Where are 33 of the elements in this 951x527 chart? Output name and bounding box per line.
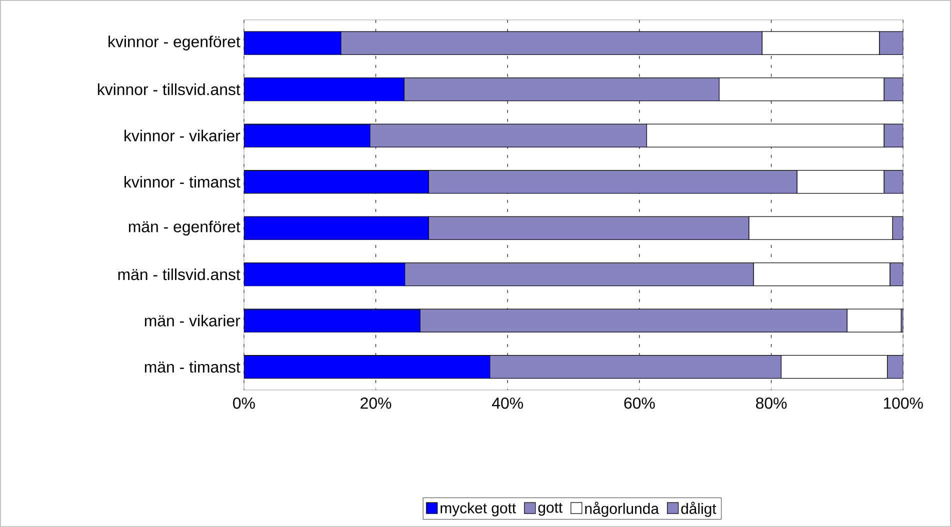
y-tick-label: kvinnor - egenföret: [108, 36, 240, 51]
legend-label: dåligt: [681, 502, 716, 517]
legend-label: gott: [538, 503, 563, 516]
x-tick-label: 0%: [233, 398, 255, 409]
bar: [244, 78, 404, 102]
x-tick-label: 20%: [360, 398, 392, 409]
legend-label: mycket gott: [440, 502, 516, 516]
x-tick-label: 100%: [884, 398, 923, 409]
bar: [244, 262, 406, 286]
bar: [892, 216, 904, 240]
bar: [884, 170, 904, 194]
y-tick-label: kvinnor - vikarier: [124, 130, 240, 142]
bar: [884, 124, 904, 148]
x-tick-label: 60%: [624, 398, 655, 409]
bar: [886, 355, 904, 379]
bar: [884, 78, 904, 102]
y-tick-label: män - egenföret: [128, 220, 240, 236]
bar: [244, 31, 342, 55]
x-tick-label: 40%: [492, 398, 523, 409]
y-tick-label: män - tillsvid.anst: [118, 268, 240, 280]
bar: [244, 170, 429, 194]
bar: [244, 216, 429, 240]
bar: [244, 355, 490, 379]
bar: [244, 308, 420, 332]
legend-label: någorlunda: [585, 502, 659, 517]
bar: [879, 31, 904, 55]
x-tick-label: 80%: [756, 398, 787, 409]
y-tick-label: män - timanst: [144, 361, 240, 373]
bar: [244, 124, 370, 148]
y-tick-label: män - vikarier: [144, 314, 240, 326]
y-tick-label: kvinnor - tillsvid.anst: [98, 83, 240, 96]
bar: [890, 262, 904, 286]
y-tick-label: kvinnor - timanst: [124, 176, 240, 188]
